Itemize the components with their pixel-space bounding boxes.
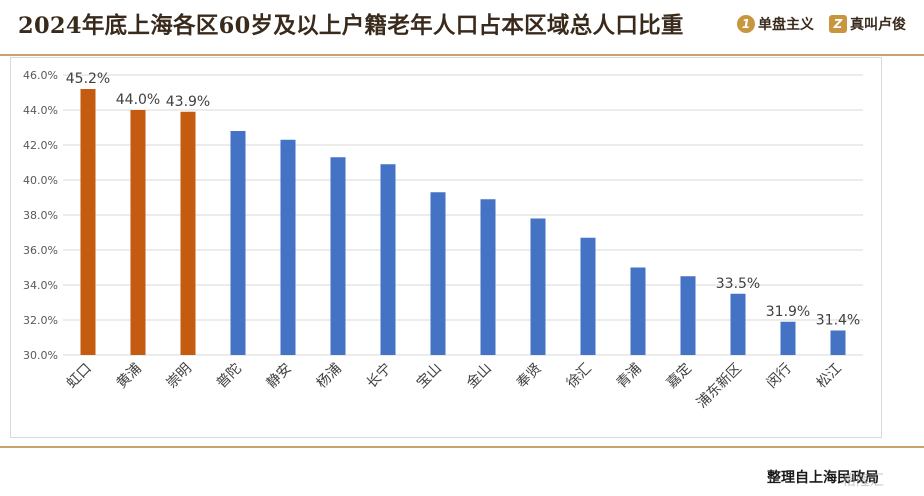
chart-frame: 30.0% 32.0% 34.0% 36.0% 38.0% 40.0% 42.0% 44.0%… [10, 57, 882, 438]
x-tick-label: 金山 [464, 361, 495, 392]
bar [330, 157, 346, 355]
brand-2-label: 真叫卢俊 [850, 17, 906, 33]
brand-1-label: 单盘主义 [758, 17, 814, 33]
brand-danpan: 1 单盘主义 [737, 14, 814, 34]
bar-chart: 30.0% 32.0% 34.0% 36.0% 38.0% 40.0% 42.0% 44.0%… [23, 69, 863, 412]
y-tick-label: 40.0% [23, 174, 58, 187]
data-label: 43.9% [166, 94, 210, 110]
x-tick-label: 普陀 [214, 361, 245, 392]
y-tick-label: 44.0% [23, 104, 58, 117]
data-label: 44.0% [116, 92, 160, 108]
bar [130, 110, 146, 355]
y-tick-label: 38.0% [23, 209, 58, 222]
x-tick-label: 松江 [814, 361, 845, 392]
page-title: 2024年底上海各区60岁及以上户籍老年人口占本区域总人口比重 [18, 13, 684, 39]
bar [480, 199, 496, 355]
y-tick-label: 32.0% [23, 314, 58, 327]
footer-rule [0, 446, 924, 448]
header-rule [0, 54, 924, 56]
brand-1-icon: 1 [737, 15, 755, 33]
bar [830, 330, 846, 355]
bar [630, 267, 646, 355]
bar [280, 139, 296, 355]
x-tick-label: 崇明 [164, 361, 195, 392]
y-tick-label: 34.0% [23, 279, 58, 292]
x-tick-label: 黄浦 [113, 360, 145, 392]
x-tick-label: 静安 [264, 361, 295, 392]
x-tick-label: 青浦 [614, 361, 645, 392]
x-tick-label: 奉贤 [514, 361, 545, 392]
y-tick-label: 46.0% [23, 69, 58, 82]
bar [530, 218, 546, 355]
bar [680, 276, 696, 355]
brand-zhenjiao: Z 真叫卢俊 [829, 14, 906, 34]
brand-2-icon: Z [829, 15, 847, 33]
bar [730, 293, 746, 355]
x-tick-label: 虹口 [64, 361, 95, 392]
x-tick-label: 杨浦 [314, 361, 345, 392]
y-tick-label: 36.0% [23, 244, 58, 257]
data-label: 45.2% [66, 71, 110, 87]
bar [380, 164, 396, 355]
x-tick-label: 浦东新区 [694, 361, 745, 412]
bar [580, 237, 596, 355]
data-label: 31.9% [766, 304, 810, 320]
header: 2024年底上海各区60岁及以上户籍老年人口占本区域总人口比重 1 单盘主义 Z… [0, 0, 924, 52]
source-note: 整理自上海民政局 [767, 470, 879, 486]
x-tick-label: 徐汇 [564, 361, 595, 392]
bar [230, 131, 246, 355]
data-label: 31.4% [816, 313, 860, 329]
data-label: 33.5% [716, 276, 760, 292]
watermark: 格隆汇 [842, 473, 884, 489]
y-tick-label: 30.0% [23, 349, 58, 362]
x-tick-label: 宝山 [414, 361, 445, 392]
x-tick-label: 长宁 [363, 360, 395, 392]
bar [430, 192, 446, 355]
bar [80, 89, 96, 355]
x-tick-label: 嘉定 [664, 361, 695, 392]
x-tick-label: 闵行 [764, 361, 795, 392]
bar [180, 111, 196, 355]
bar [780, 321, 796, 355]
y-tick-label: 42.0% [23, 139, 58, 152]
